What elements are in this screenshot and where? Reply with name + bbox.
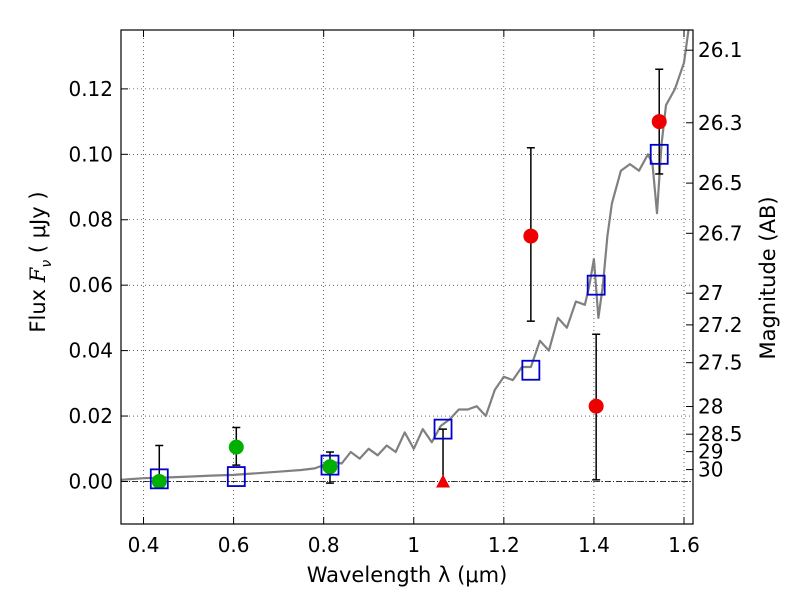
model-square-0	[149, 468, 169, 490]
axes-ticks: 0.4 0.6 0.8 1 1.2 1.4 1.6 0.00 0.02 0.04 0.06 0.08 0…	[68, 30, 743, 557]
y-axis-label: Flux Fν ( μJy )	[26, 191, 55, 332]
model-sed-line	[121, 30, 690, 481]
y2-tick-label-9: 29	[698, 440, 723, 464]
y2-tick-label-2: 26.5	[698, 171, 743, 195]
y2-tick-label-0: 26.1	[698, 38, 743, 62]
x-tick-label-5: 1.4	[578, 533, 610, 557]
y2-tick-label-1: 26.3	[698, 111, 743, 135]
plot-frame	[120, 29, 694, 525]
y2-axis-label: Magnitude (AB)	[756, 196, 780, 359]
red-point-0	[523, 228, 539, 244]
y-tick-label-3: 0.06	[68, 273, 113, 297]
y2-tick-label-8: 28.5	[698, 422, 743, 446]
y-tick-label-4: 0.08	[68, 208, 113, 232]
y-tick-label-1: 0.02	[68, 404, 113, 428]
y2-tick-label-7: 28	[698, 395, 723, 419]
x-axis-label: Wavelength λ (μm)	[307, 563, 508, 587]
red-point-1	[588, 398, 604, 414]
data-layer	[121, 30, 693, 490]
y2-tick-label-3: 26.7	[698, 221, 743, 245]
model-square-4	[521, 359, 541, 381]
y2-tick-label-10: 30	[698, 458, 723, 482]
y-tick-label-2: 0.04	[68, 339, 113, 363]
model-square-1	[226, 466, 246, 487]
x-tick-label-2: 0.8	[308, 533, 340, 557]
green-point-2	[322, 459, 338, 475]
model-square-5	[586, 274, 606, 296]
model-square-2	[320, 454, 340, 476]
y-tick-label-5: 0.10	[68, 142, 113, 166]
y-tick-label-0: 0.00	[68, 469, 113, 493]
y2-tick-label-6: 27.5	[698, 351, 743, 375]
x-tick-label-6: 1.6	[668, 533, 700, 557]
y2-tick-label-4: 27	[698, 281, 723, 305]
axis-labels: Wavelength λ (μm) Flux Fν ( μJy ) Magnit…	[26, 191, 780, 587]
x-tick-label-0: 0.4	[128, 533, 160, 557]
x-tick-label-4: 1.2	[488, 533, 520, 557]
x-tick-label-3: 1	[407, 533, 420, 557]
upper-limit-triangle-0	[436, 474, 451, 488]
model-square-3	[433, 418, 453, 440]
green-point-1	[228, 439, 244, 455]
y-tick-label-6: 0.12	[68, 77, 113, 101]
x-tick-label-1: 0.6	[218, 533, 250, 557]
grid	[121, 30, 693, 524]
model-square-6	[649, 143, 669, 165]
red-point-2	[651, 114, 667, 130]
y2-tick-label-5: 27.2	[698, 313, 743, 337]
green-point-0	[151, 473, 167, 489]
